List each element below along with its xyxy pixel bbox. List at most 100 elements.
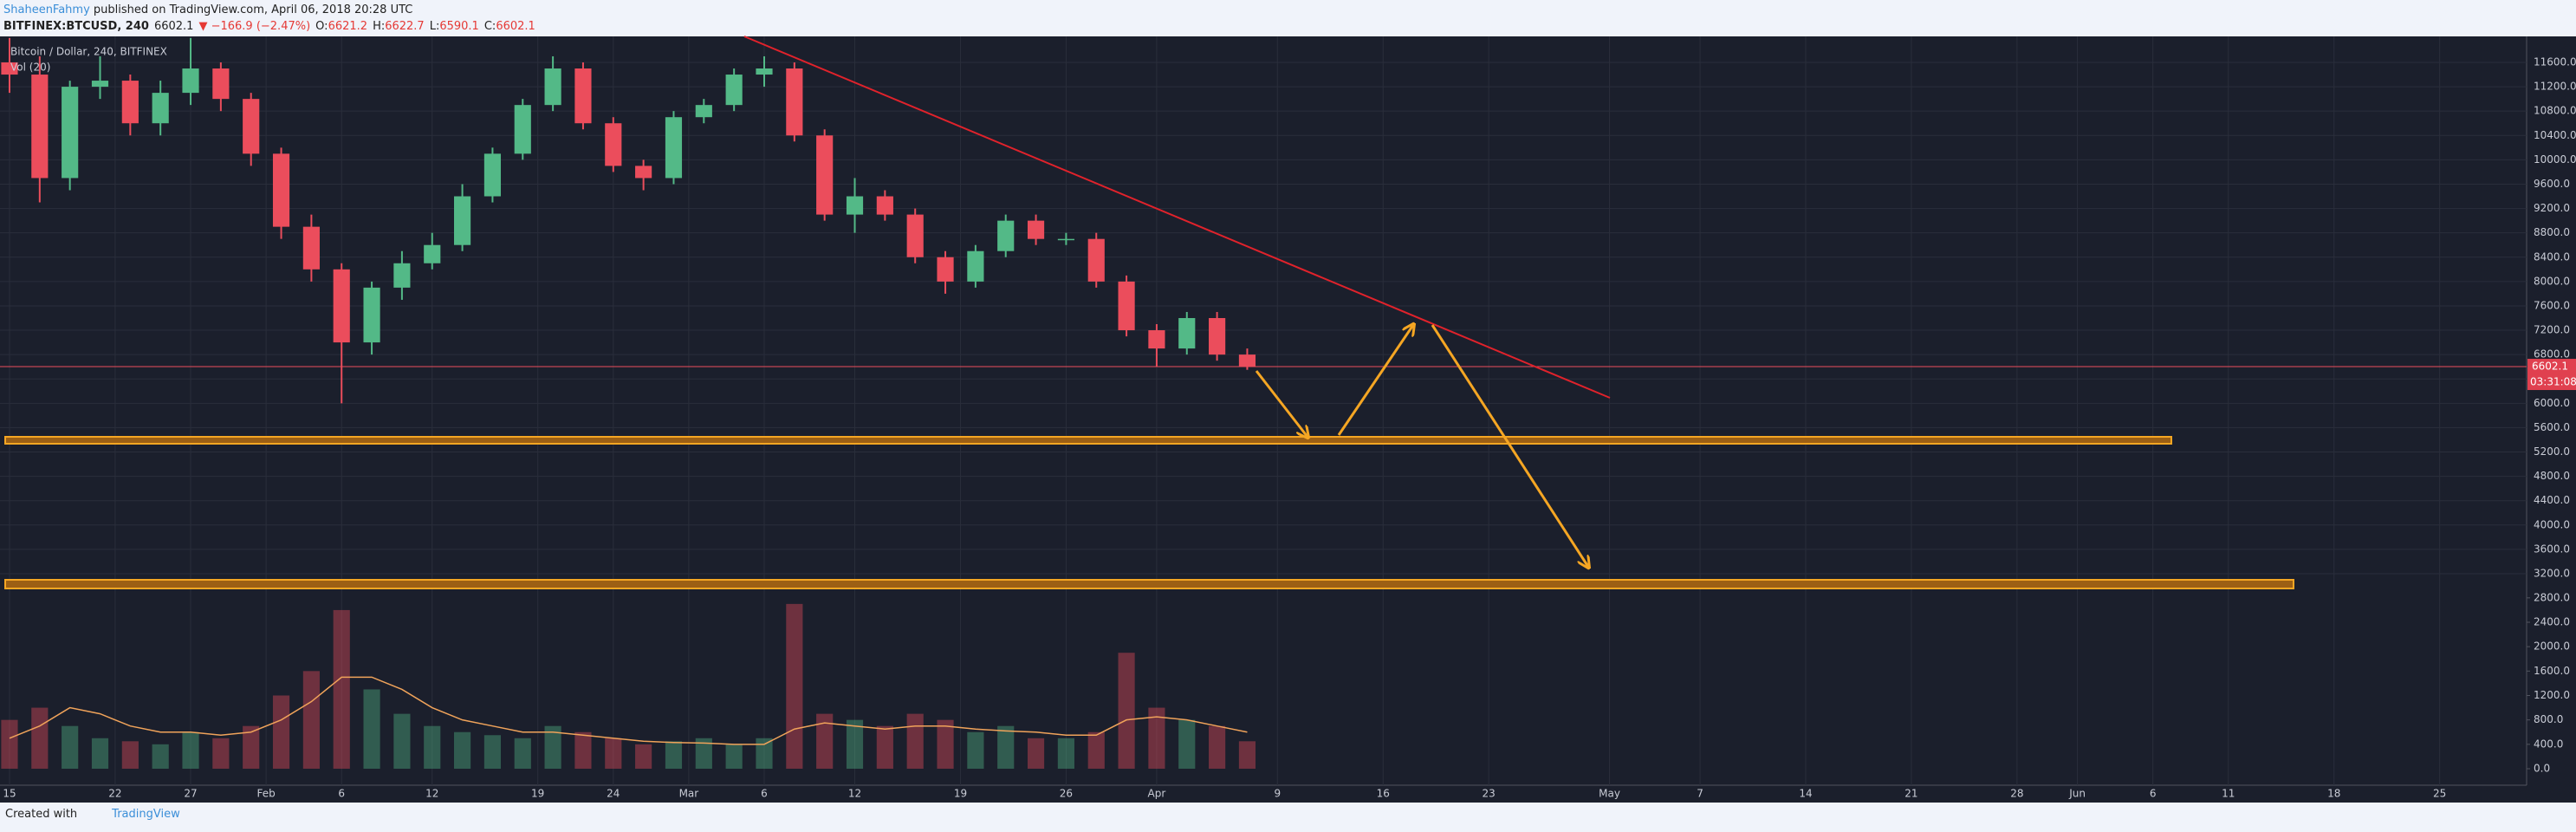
y-tick-label: 5600.0	[2534, 421, 2570, 433]
created-with: Created with	[5, 808, 78, 821]
ohlc-key: H:	[373, 20, 386, 33]
volume-bar	[121, 741, 139, 769]
volume-bar	[967, 731, 984, 769]
candle-body	[31, 75, 49, 179]
candle-body	[393, 263, 411, 288]
volume-bar	[31, 707, 49, 769]
volume-bar	[424, 725, 441, 769]
candle-body	[1178, 317, 1196, 349]
ohlc-key: L:	[429, 20, 440, 33]
volume-bar	[333, 609, 350, 769]
y-tick-label: 10400.0	[2534, 129, 2576, 141]
author[interactable]: ShaheenFahmy	[3, 3, 90, 16]
x-tick-label: 14	[1799, 788, 1812, 800]
chart-background	[0, 36, 2576, 803]
y2-tick-label: 1200.0	[2534, 689, 2570, 701]
y-tick-label: 7600.0	[2534, 299, 2570, 311]
x-tick-label: 6	[2150, 788, 2157, 800]
y-tick-label: 8800.0	[2534, 226, 2570, 238]
x-tick-label: 23	[1483, 788, 1496, 800]
candle-body	[182, 68, 199, 94]
candle-body	[424, 244, 441, 263]
ohlc-value: 6621.2	[328, 20, 368, 33]
axes: 15 22 27 Feb 6 12 19 24 Mar 6 12 19 26 Apr 9 16 23 May 7 14…	[3, 55, 2576, 800]
support-zone	[4, 579, 2294, 589]
y-tick-label: 9200.0	[2534, 202, 2570, 214]
candle-body	[1087, 238, 1105, 282]
volume-bar	[212, 738, 230, 769]
volume-bar	[302, 671, 320, 769]
volume-bar	[846, 719, 864, 769]
x-tick-label: 9	[1274, 788, 1281, 800]
x-tick-label: 15	[3, 788, 16, 800]
y2-tick-label: 400.0	[2534, 738, 2563, 750]
x-tick-label: 24	[607, 788, 620, 800]
candle-body	[333, 269, 350, 343]
header-line-1: ShaheenFahmy published on TradingView.co…	[3, 2, 535, 18]
volume-bar	[62, 725, 79, 769]
y-tick-label: 8000.0	[2534, 275, 2570, 287]
volume-bar	[876, 725, 893, 769]
x-tick-label: Feb	[256, 788, 275, 800]
y-tick-label: 3200.0	[2534, 567, 2570, 579]
candle-body	[363, 287, 380, 343]
candle-body	[1238, 354, 1256, 367]
x-tick-label: 19	[954, 788, 967, 800]
trend-line	[743, 36, 1611, 399]
x-tick-label: 19	[531, 788, 544, 800]
candle-body	[121, 81, 139, 124]
candle-body	[544, 68, 561, 106]
volume-bar	[605, 738, 622, 769]
price: 6602.1	[153, 20, 194, 33]
support-zone	[4, 436, 2172, 445]
volume-bar	[1178, 719, 1196, 769]
last-price-box	[2527, 359, 2576, 391]
x-tick-label: 16	[1377, 788, 1390, 800]
header-line-2: BITFINEX:BTCUSD, 240 6602.1 ▼ −166.9 (−2.4…	[3, 18, 535, 35]
volume-bar	[1027, 738, 1045, 769]
candle-body	[937, 257, 954, 282]
candle-body	[695, 105, 712, 118]
volume-bar	[272, 695, 290, 769]
candle-body	[635, 166, 652, 179]
countdown: 03:31:08	[2530, 376, 2576, 388]
candle-body	[272, 153, 290, 227]
x-tick-label: 28	[2010, 788, 2023, 800]
y-tick-label: 8400.0	[2534, 250, 2570, 263]
y2-tick-label: 2000.0	[2534, 640, 2570, 653]
volume-bar	[1087, 731, 1105, 769]
x-tick-label: 21	[1904, 788, 1917, 800]
volume-bar	[1148, 707, 1165, 769]
y-tick-label: 10800.0	[2534, 105, 2576, 117]
candle-body	[997, 220, 1015, 251]
x-tick-label: 7	[1697, 788, 1703, 800]
brand-link[interactable]: TradingView	[112, 808, 180, 821]
candle-body	[967, 250, 984, 282]
x-tick-label: 22	[108, 788, 121, 800]
x-tick-label: 12	[848, 788, 861, 800]
volume-bar	[695, 738, 712, 769]
plot	[0, 37, 2527, 769]
x-tick-label: Apr	[1148, 788, 1166, 800]
x-tick-label: 26	[1060, 788, 1073, 800]
x-tick-label: Mar	[679, 788, 699, 800]
published: published on TradingView.com, April 06, …	[93, 3, 413, 16]
volume-bar	[937, 719, 954, 769]
x-tick-label: Jun	[2068, 788, 2086, 800]
y2-tick-label: 0.0	[2534, 762, 2550, 774]
y-tick-label: 6800.0	[2534, 348, 2570, 361]
candle-body	[1118, 281, 1135, 331]
y-tick-label: 10000.0	[2534, 153, 2576, 166]
candle-body	[786, 68, 803, 136]
volume-bar	[152, 744, 169, 769]
volume-bar	[786, 603, 803, 769]
x-tick-label: 27	[184, 788, 197, 800]
last-price-label: 6602.1	[2532, 361, 2568, 373]
x-tick-label: 12	[425, 788, 438, 800]
y-tick-label: 4800.0	[2534, 470, 2570, 482]
arrow	[1255, 370, 1307, 437]
volume-ma	[9, 676, 1248, 745]
volume-bar	[363, 689, 380, 769]
candle-body	[1, 62, 18, 75]
